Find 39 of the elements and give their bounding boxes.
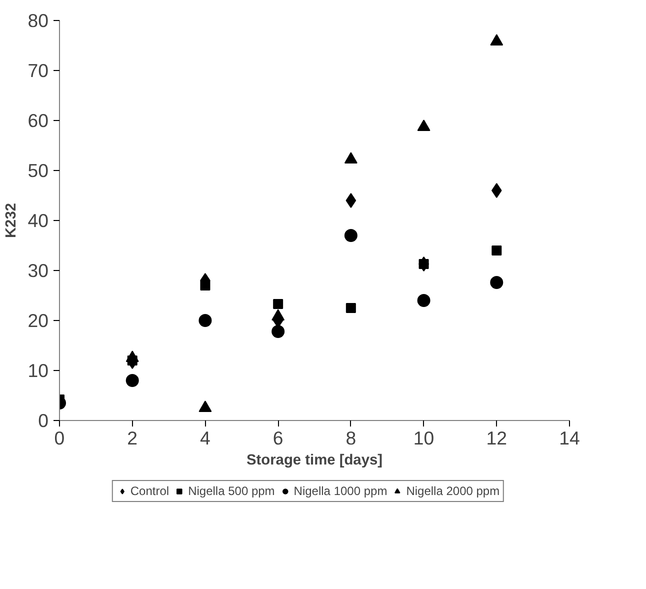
point <box>344 152 358 164</box>
x-tick-label: 8 <box>346 428 356 448</box>
y-tick-label: 80 <box>28 10 49 31</box>
x-tick-label: 10 <box>413 428 434 448</box>
x-tick-label: 12 <box>486 428 508 448</box>
y-tick-label: 40 <box>28 210 49 231</box>
x-tick-label: 6 <box>272 428 284 448</box>
point <box>126 374 139 387</box>
point <box>200 280 210 290</box>
point <box>492 246 502 256</box>
x-tick-label: 14 <box>559 428 580 448</box>
point <box>346 193 356 208</box>
y-tick-label: 60 <box>28 110 49 131</box>
legend-label: Control <box>130 484 170 498</box>
y-tick-label: 30 <box>28 260 49 281</box>
point <box>198 314 212 327</box>
x-tick-label: 0 <box>54 428 65 448</box>
point <box>272 325 285 338</box>
point <box>490 276 504 289</box>
point <box>417 120 430 131</box>
y-tick-label: 0 <box>38 410 49 431</box>
point <box>491 183 502 198</box>
legend-label: Nigella 2000 ppm <box>406 484 500 498</box>
y-tick-label: 10 <box>28 360 49 381</box>
y-axis-title: K232 <box>4 202 20 238</box>
x-axis-title: Storage time [days] <box>246 452 383 468</box>
y-tick-label: 70 <box>28 60 49 81</box>
point <box>418 259 429 269</box>
y-tick-label: 50 <box>28 160 49 181</box>
x-tick-label: 2 <box>127 428 138 448</box>
point <box>344 229 358 242</box>
y-tick-label: 20 <box>28 310 49 331</box>
point <box>417 294 430 307</box>
point <box>273 299 284 309</box>
point <box>346 303 356 313</box>
legend-label: Nigella 1000 ppm <box>294 484 388 498</box>
point <box>490 34 504 46</box>
legend-label: Nigella 500 ppm <box>188 484 275 498</box>
x-tick-label: 4 <box>200 428 210 448</box>
